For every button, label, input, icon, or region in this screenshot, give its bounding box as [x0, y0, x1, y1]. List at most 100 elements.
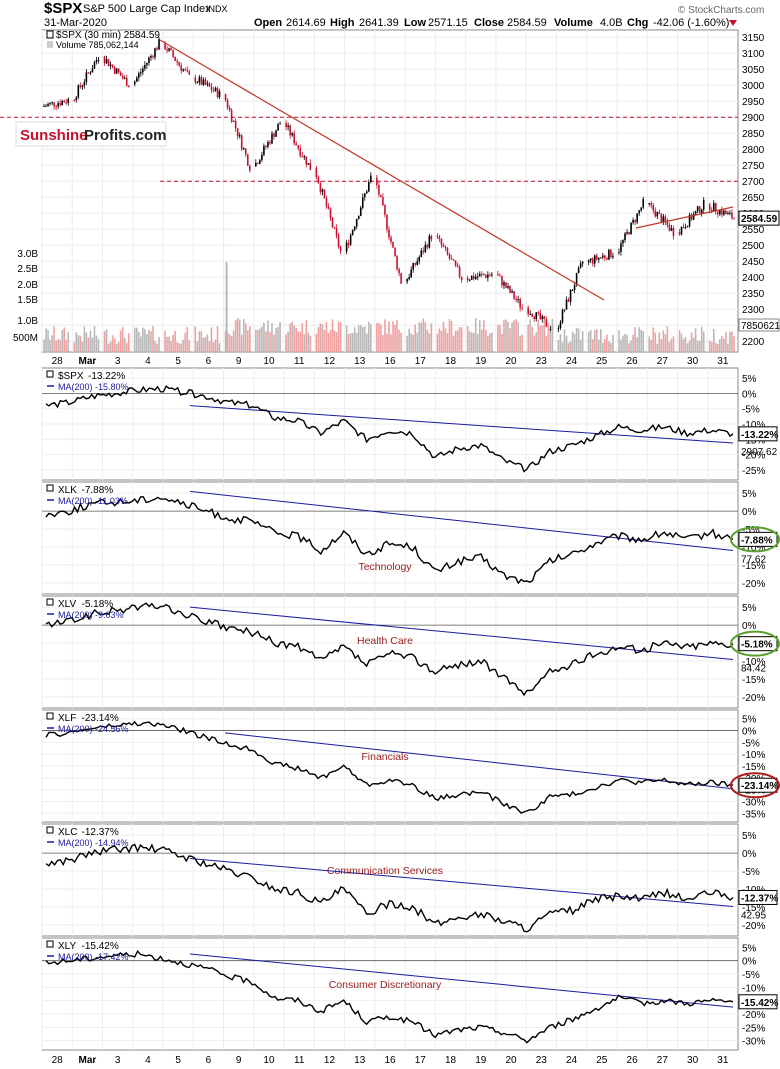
- candle-body: [59, 103, 61, 106]
- candle-body: [65, 102, 68, 104]
- volume-bar: [315, 333, 318, 352]
- candle-body: [182, 69, 185, 71]
- volume-bar: [305, 320, 308, 352]
- candle-body: [640, 207, 642, 211]
- volume-bar: [200, 331, 203, 352]
- candle-body: [150, 56, 152, 58]
- candle-body: [249, 165, 251, 171]
- candle-body: [491, 274, 493, 276]
- candle-body: [97, 59, 100, 61]
- watermark-part1: Sunshine: [20, 127, 88, 144]
- candle-body: [519, 299, 521, 308]
- candle-body: [75, 97, 78, 101]
- candle-body: [727, 212, 729, 214]
- volume-bar: [591, 339, 594, 352]
- volume-bar: [595, 329, 598, 352]
- candle-body: [620, 243, 622, 252]
- candle-body: [571, 289, 574, 291]
- candle-body: [95, 60, 98, 63]
- volume-bar: [656, 343, 659, 352]
- perf-last-value: -5.18%: [741, 640, 773, 651]
- x-axis-label-top: 25: [596, 356, 608, 367]
- volume-bar: [103, 331, 106, 352]
- volume-bar: [216, 326, 219, 352]
- volume-bar: [148, 329, 150, 352]
- candle-body: [630, 222, 632, 235]
- perf-tick-label: 0%: [742, 507, 757, 518]
- perf-last-value: -23.14%: [741, 781, 778, 792]
- perf-last-value: -13.22%: [741, 430, 778, 441]
- candle-body: [559, 322, 562, 329]
- candle-body: [517, 299, 519, 301]
- ma-last-value: 2907.62: [741, 447, 778, 458]
- candle-body: [608, 249, 610, 260]
- volume-bar: [109, 341, 112, 352]
- sunshine-profits-watermark: Sunshine Profits.com: [15, 121, 167, 147]
- candle-body: [448, 254, 451, 259]
- candle-body: [202, 79, 205, 85]
- volume-bar: [339, 322, 342, 352]
- candle-body: [708, 204, 711, 211]
- perf-tick-label: 5%: [742, 943, 757, 954]
- volume-bar: [640, 330, 642, 352]
- volume-bar: [337, 321, 340, 352]
- volume-bar: [458, 327, 461, 352]
- volume-bar: [242, 318, 245, 352]
- candle-body: [327, 206, 330, 209]
- candle-body: [148, 57, 150, 63]
- perf-tick-label: 5%: [742, 374, 757, 385]
- volume-bar: [325, 322, 328, 352]
- perf-last-value: -7.88%: [741, 535, 773, 546]
- volume-tick-label: 1.5B: [17, 295, 38, 306]
- candle-body: [198, 77, 201, 83]
- volume-bar: [428, 333, 431, 352]
- perf-tick-label: -5%: [742, 867, 760, 878]
- volume-bar: [725, 331, 727, 352]
- volume-last-label: 7850621: [741, 321, 780, 332]
- candle-body: [731, 212, 733, 219]
- candle-body: [345, 242, 348, 252]
- volume-bar: [608, 341, 610, 352]
- candle-body: [208, 83, 211, 87]
- perf-value-label: -5.18%: [82, 599, 114, 610]
- volume-bar: [686, 343, 689, 352]
- candle-body: [422, 250, 425, 253]
- perf-tick-label: -30%: [742, 1037, 765, 1048]
- x-axis-label-top: Mar: [78, 356, 96, 367]
- candle-body: [277, 124, 279, 131]
- candle-body: [123, 77, 126, 79]
- volume-bar: [545, 335, 548, 352]
- x-axis-label-top: 31: [717, 356, 729, 367]
- exchange-label: INDX: [206, 4, 228, 14]
- volume-bar: [620, 339, 622, 352]
- candle-body: [529, 313, 531, 315]
- price-tick-label: 2950: [742, 97, 765, 108]
- candle-body: [503, 282, 505, 286]
- candle-body: [686, 226, 689, 228]
- candle-body: [297, 145, 300, 149]
- volume-bar: [559, 334, 562, 352]
- x-axis-label-bottom: 3: [115, 1055, 121, 1066]
- chart-header: $SPX S&P 500 Large Cap Index INDX 31-Mar…: [44, 0, 764, 29]
- candle-body: [325, 198, 328, 207]
- x-axis-label-top: 26: [627, 356, 639, 367]
- volume-bar: [714, 342, 717, 352]
- price-tick-label: 3100: [742, 49, 765, 60]
- candle-body: [83, 82, 86, 86]
- price-tick-label: 2900: [742, 113, 765, 124]
- sector-label: Communication Services: [327, 865, 443, 877]
- volume-bar: [593, 330, 596, 352]
- candle-body: [418, 256, 421, 262]
- perf-tick-label: -5%: [742, 525, 760, 536]
- volume-bar: [723, 338, 725, 352]
- volume-bar: [668, 342, 671, 352]
- candle-body: [593, 255, 596, 264]
- candle-body: [386, 214, 388, 230]
- candle-body: [291, 133, 293, 136]
- candle-body: [234, 120, 237, 129]
- perf-tick-label: -5%: [742, 970, 760, 981]
- volume-bar: [321, 324, 324, 352]
- candle-body: [170, 48, 172, 51]
- volume-bar: [628, 343, 630, 352]
